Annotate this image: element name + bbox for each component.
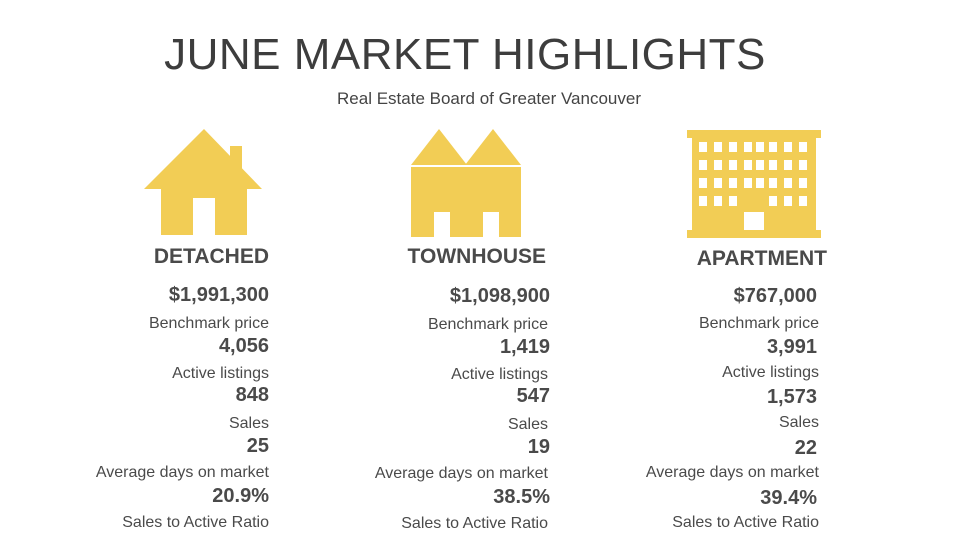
active-listings-label: Active listings (172, 365, 269, 382)
page-title: JUNE MARKET HIGHLIGHTS (164, 30, 766, 79)
benchmark-price-value: $1,991,300 (168, 284, 269, 306)
stats-column-townhouse: $1,098,900 Benchmark price 1,419 Active … (290, 0, 550, 540)
category-title-detached: DETACHED (153, 245, 269, 268)
active-listings-label: Active listings (451, 366, 548, 383)
average-days-label: Average days on market (645, 464, 819, 481)
active-listings-value: 3,991 (766, 336, 817, 358)
sales-ratio-label: Sales to Active Ratio (672, 514, 819, 531)
sales-label: Sales (228, 415, 269, 432)
stats-column-apartment: $767,000 Benchmark price 3,991 Active li… (559, 0, 819, 540)
sales-value: 547 (516, 385, 550, 407)
sales-label: Sales (778, 414, 819, 431)
sales-ratio-label: Sales to Active Ratio (401, 515, 548, 532)
sales-value: 848 (235, 384, 269, 406)
category-title-apartment: APARTMENT (696, 247, 827, 270)
sales-ratio-value: 38.5% (493, 486, 550, 508)
active-listings-value: 1,419 (499, 336, 550, 358)
active-listings-label: Active listings (722, 364, 819, 381)
benchmark-price-label: Benchmark price (427, 316, 548, 333)
sales-ratio-label: Sales to Active Ratio (122, 514, 269, 531)
average-days-value: 19 (527, 436, 550, 458)
sales-ratio-value: 39.4% (760, 487, 817, 509)
benchmark-price-label: Benchmark price (698, 315, 819, 332)
average-days-value: 22 (794, 437, 817, 459)
stats-column-detached: $1,991,300 Benchmark price 4,056 Active … (9, 0, 269, 540)
page-subtitle: Real Estate Board of Greater Vancouver (337, 89, 641, 108)
average-days-label: Average days on market (95, 464, 269, 481)
average-days-label: Average days on market (374, 465, 548, 482)
sales-value: 1,573 (766, 386, 817, 408)
benchmark-price-value: $767,000 (733, 285, 817, 307)
benchmark-price-label: Benchmark price (148, 315, 269, 332)
townhouse-icon (409, 127, 523, 239)
house-icon (143, 128, 265, 238)
active-listings-value: 4,056 (218, 335, 269, 357)
sales-label: Sales (507, 416, 548, 433)
apartment-building-icon (687, 130, 821, 238)
category-title-townhouse: TOWNHOUSE (407, 245, 546, 268)
benchmark-price-value: $1,098,900 (449, 285, 550, 307)
sales-ratio-value: 20.9% (212, 485, 269, 507)
average-days-value: 25 (246, 435, 269, 457)
